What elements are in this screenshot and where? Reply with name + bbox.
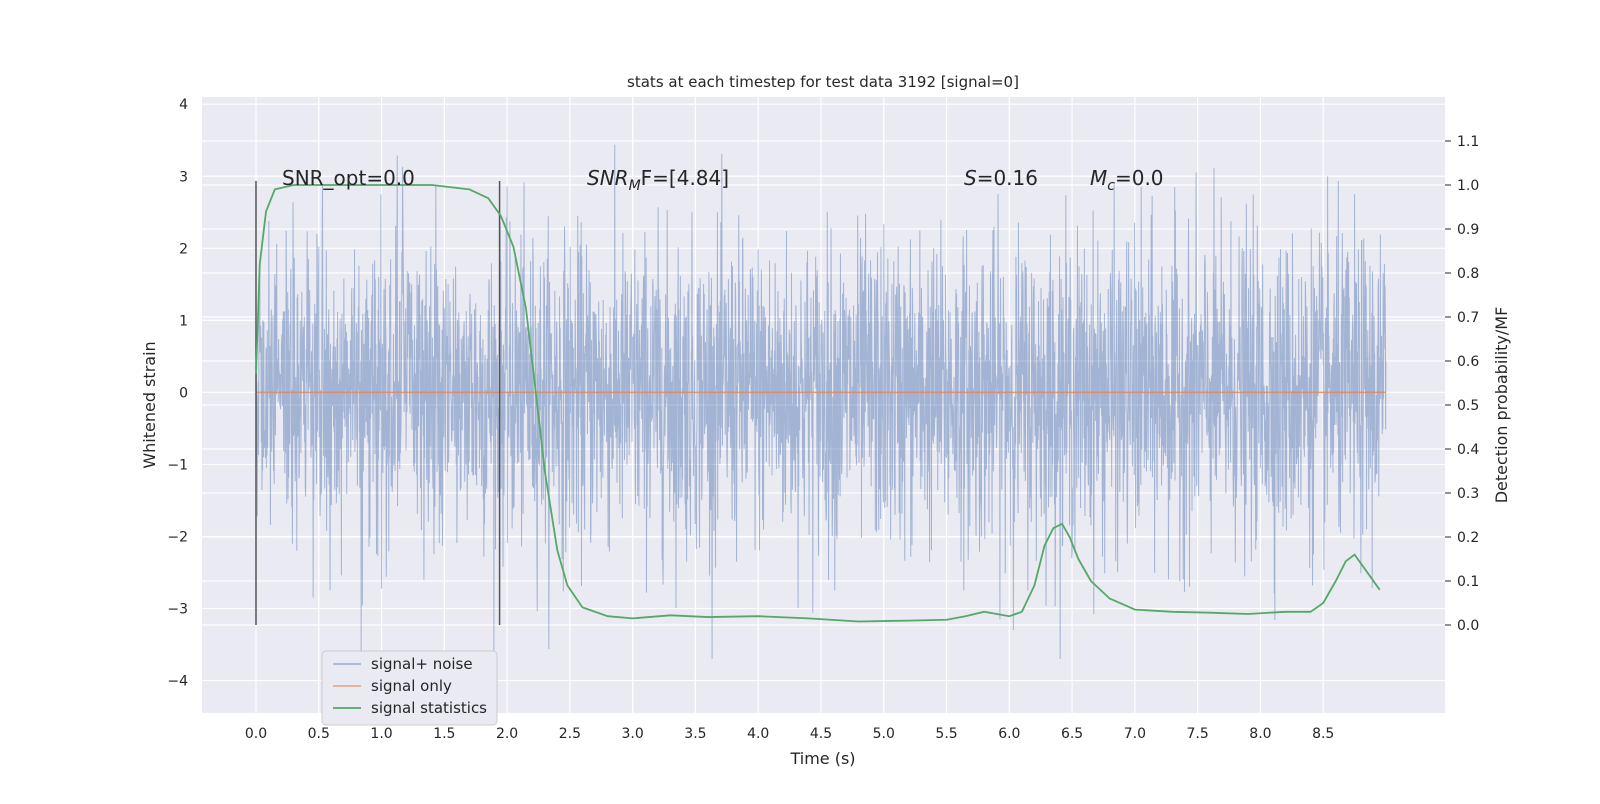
noise-series — [255, 144, 1387, 659]
s-annotation: S=0.16 — [964, 166, 1038, 190]
chart-legend: signal+ noise signal only signal statist… — [321, 650, 498, 726]
x-axis-label: Time (s) — [789, 749, 855, 768]
y-right-tick-label: 0.2 — [1457, 530, 1479, 546]
y-tick-label: −1 — [167, 457, 188, 473]
y-right-tick-label: 0.9 — [1457, 222, 1479, 238]
y-right-tick-label: 0.5 — [1457, 398, 1479, 414]
snr-opt-annotation: SNR_opt=0.0 — [282, 166, 415, 190]
s-label: S — [964, 166, 977, 190]
snr-mf-sub: M — [629, 178, 641, 194]
snr-mf-tail: F=[4.84] — [641, 166, 729, 190]
y-right-tick-label: 1.1 — [1457, 134, 1479, 150]
y-tick-label: 1 — [179, 313, 188, 329]
y-right-tick-label: 0.7 — [1457, 310, 1479, 326]
y-tick-label: 2 — [179, 241, 188, 257]
x-tick-label: 8.5 — [1312, 726, 1334, 742]
y-axis-label: Whitened strain — [140, 341, 159, 468]
x-tick-label: 4.0 — [747, 726, 769, 742]
y-tick-label: −4 — [167, 674, 188, 690]
legend-label-signal: signal only — [371, 677, 452, 695]
mc-value: =0.0 — [1115, 166, 1164, 190]
legend-label-noise: signal+ noise — [371, 655, 473, 673]
y-right-tick-label: 0.8 — [1457, 266, 1479, 282]
x-tick-label: 4.5 — [810, 726, 832, 742]
chart-title: stats at each timestep for test data 319… — [627, 73, 1019, 91]
noise-line — [255, 144, 1387, 659]
x-tick-label: 5.5 — [935, 726, 957, 742]
y-right-tick-label: 0.4 — [1457, 442, 1479, 458]
x-tick-label: 2.5 — [559, 726, 581, 742]
y-right-tick-label: 0.6 — [1457, 354, 1479, 370]
snr-mf-annotation: SNRMF=[4.84] — [587, 166, 729, 194]
x-tick-label: 7.0 — [1124, 726, 1146, 742]
x-tick-label: 8.0 — [1249, 726, 1271, 742]
snr-mf-main: SNR — [587, 166, 629, 190]
mc-main: M — [1090, 166, 1107, 190]
x-tick-label: 7.5 — [1187, 726, 1209, 742]
x-tick-label: 6.0 — [998, 726, 1020, 742]
signal-statistics-line — [255, 184, 1381, 623]
x-tick-label: 6.5 — [1061, 726, 1083, 742]
mc-sub: c — [1107, 178, 1115, 194]
y-tick-label: 4 — [179, 97, 188, 113]
x-tick-label: 0.5 — [308, 726, 330, 742]
x-tick-label: 0.0 — [245, 726, 267, 742]
data-layer — [255, 181, 1386, 625]
mc-annotation: Mc=0.0 — [1090, 166, 1164, 194]
y-tick-label: 0 — [179, 385, 188, 401]
x-tick-label: 1.0 — [370, 726, 392, 742]
s-value: =0.16 — [977, 166, 1038, 190]
tick-labels: 0.0 0.5 1.0 1.5 2.0 2.5 3.0 3.5 4.0 4.5 5.0 5.5 6.0 6… — [167, 97, 1479, 742]
y-right-tick-label: 0.1 — [1457, 574, 1479, 590]
y-tick-label: −3 — [167, 602, 188, 618]
x-tick-label: 1.5 — [433, 726, 455, 742]
y-right-tick-label: 0.3 — [1457, 486, 1479, 502]
x-tick-label: 2.0 — [496, 726, 518, 742]
x-tick-label: 3.0 — [622, 726, 644, 742]
y-tick-label: −2 — [167, 529, 188, 545]
y-axis-right-label: Detection probability/MF — [1492, 307, 1511, 504]
y-right-tick-label: 0.0 — [1457, 618, 1479, 634]
x-tick-label: 3.5 — [684, 726, 706, 742]
y-right-tick-label: 1.0 — [1457, 178, 1479, 194]
legend-label-statistics: signal statistics — [371, 699, 487, 717]
legend-box — [321, 650, 498, 726]
x-tick-label: 5.0 — [873, 726, 895, 742]
y-tick-label: 3 — [179, 169, 188, 185]
